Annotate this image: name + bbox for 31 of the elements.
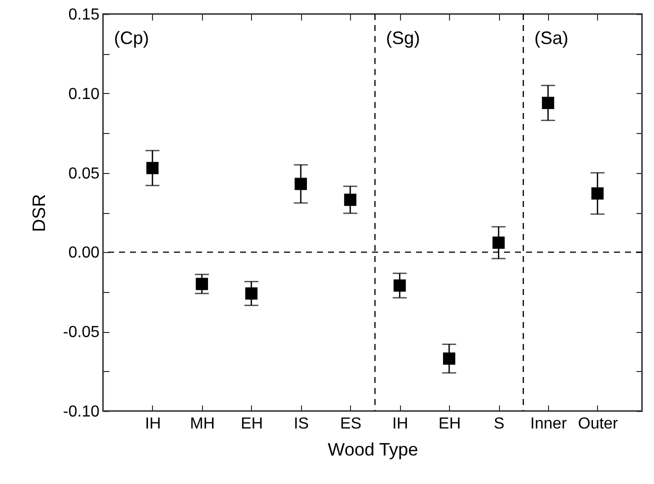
y-tick-label: 0.05 (68, 165, 100, 182)
y-tick-label: -0.05 (63, 324, 100, 342)
x-tick-label: Inner (530, 416, 568, 432)
x-tick-label: ES (340, 416, 362, 432)
point (591, 187, 604, 200)
y-tick-label: 0.00 (68, 244, 100, 262)
x-axis-title: Wood Type (328, 440, 418, 460)
x-tick-label: IH (392, 416, 408, 432)
x-tick-label: IH (144, 416, 161, 432)
y-axis-title: DSR (29, 194, 50, 232)
x-tick-label: IS (294, 416, 309, 432)
x-tick-label: EH (240, 416, 263, 432)
x-tick-label: MH (190, 416, 215, 432)
annotation: (Sa) (534, 28, 568, 48)
annotation: (Sg) (386, 28, 420, 48)
point (542, 96, 554, 110)
point (196, 278, 208, 290)
point (344, 194, 356, 206)
point (294, 178, 307, 190)
point (245, 287, 258, 300)
y-tick-label: -0.10 (63, 404, 100, 420)
point (492, 236, 505, 249)
x-tick-label: EH (438, 416, 461, 432)
x-tick-label: S (494, 416, 504, 432)
annotation: (Cp) (114, 28, 149, 48)
point (394, 279, 406, 292)
x-tick-label: Outer (578, 416, 619, 432)
point (146, 162, 159, 174)
y-tick-label: 0.15 (68, 6, 100, 24)
y-tick-label: 0.10 (68, 86, 100, 103)
point (443, 352, 456, 365)
